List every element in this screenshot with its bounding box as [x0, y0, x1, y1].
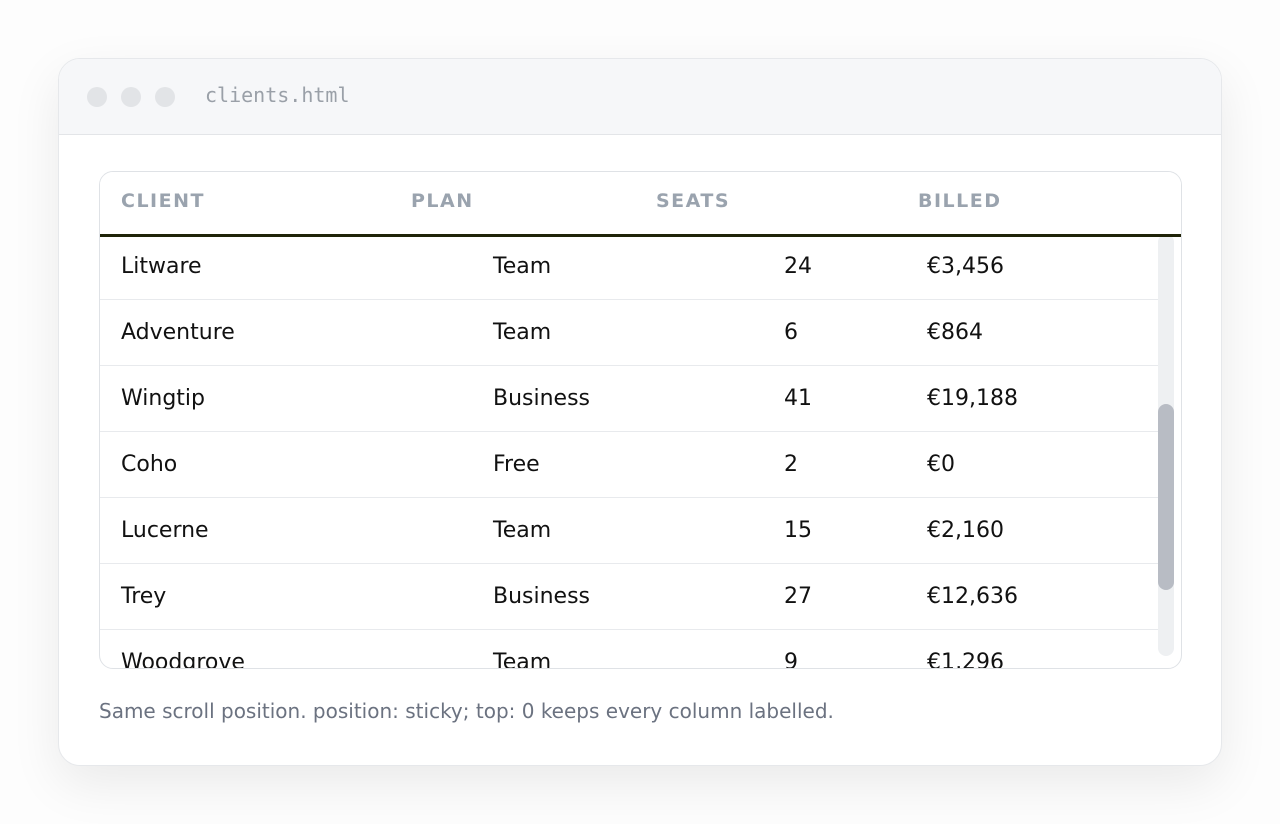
window-dot[interactable]	[155, 87, 175, 107]
table-cell: 6	[784, 320, 798, 345]
table-cell: 2	[784, 452, 798, 477]
table-cell: €0	[927, 452, 955, 477]
table-cell: Business	[493, 386, 591, 411]
table-header: CLIENT PLAN SEATS BILLED	[100, 172, 1181, 237]
table-cell: Wingtip	[121, 386, 205, 411]
table-cell: Woodgrove	[121, 650, 245, 669]
table-cell: Lucerne	[121, 518, 209, 543]
window: clients.html CLIENT PLAN SEATS BILLED Litwa…	[58, 58, 1222, 766]
table-cell: 27	[784, 584, 812, 609]
table-cell: Team	[493, 518, 552, 543]
table-cell: Coho	[121, 452, 178, 477]
table-cell: 24	[784, 254, 812, 279]
table-cell: Team	[493, 320, 552, 345]
title-bar: clients.html	[59, 59, 1221, 135]
column-header: SEATS	[656, 190, 731, 212]
table-row: Litware Team 24 €3,456	[100, 234, 1160, 300]
table: CLIENT PLAN SEATS BILLED Litware Team 24 €3,45…	[99, 171, 1182, 669]
table-row: Adventure Team 6 €864	[100, 300, 1160, 366]
window-dot[interactable]	[87, 87, 107, 107]
table-cell: 9	[784, 650, 798, 669]
table-cell: €864	[927, 320, 983, 345]
scrollbar-thumb[interactable]	[1158, 404, 1174, 590]
table-cell: 41	[784, 386, 812, 411]
table-cell: Free	[493, 452, 540, 477]
filename: clients.html	[205, 83, 350, 107]
window-dot[interactable]	[121, 87, 141, 107]
table-body[interactable]: Litware Team 24 €3,456 Adventure Team 6 €864 Win…	[100, 234, 1181, 669]
table-row: Wingtip Business 41 €19,188	[100, 366, 1160, 432]
table-cell: 15	[784, 518, 812, 543]
column-header: CLIENT	[121, 190, 205, 212]
table-cell: €19,188	[927, 386, 1018, 411]
column-header: BILLED	[918, 190, 1002, 212]
table-row: Woodgrove Team 9 €1,296	[100, 630, 1160, 669]
table-row: Coho Free 2 €0	[100, 432, 1160, 498]
table-cell: Team	[493, 650, 552, 669]
column-header: PLAN	[411, 190, 474, 212]
table-row: Lucerne Team 15 €2,160	[100, 498, 1160, 564]
table-cell: €1,296	[927, 650, 1004, 669]
table-cell: Trey	[121, 584, 167, 609]
table-cell: Business	[493, 584, 591, 609]
table-cell: Team	[493, 254, 552, 279]
table-cell: Adventure	[121, 320, 235, 345]
table-cell: €2,160	[927, 518, 1004, 543]
caption: Same scroll position. position: sticky; …	[99, 699, 834, 723]
table-cell: €3,456	[927, 254, 1004, 279]
table-cell: €12,636	[927, 584, 1018, 609]
table-cell: Litware	[121, 254, 202, 279]
table-row: Trey Business 27 €12,636	[100, 564, 1160, 630]
